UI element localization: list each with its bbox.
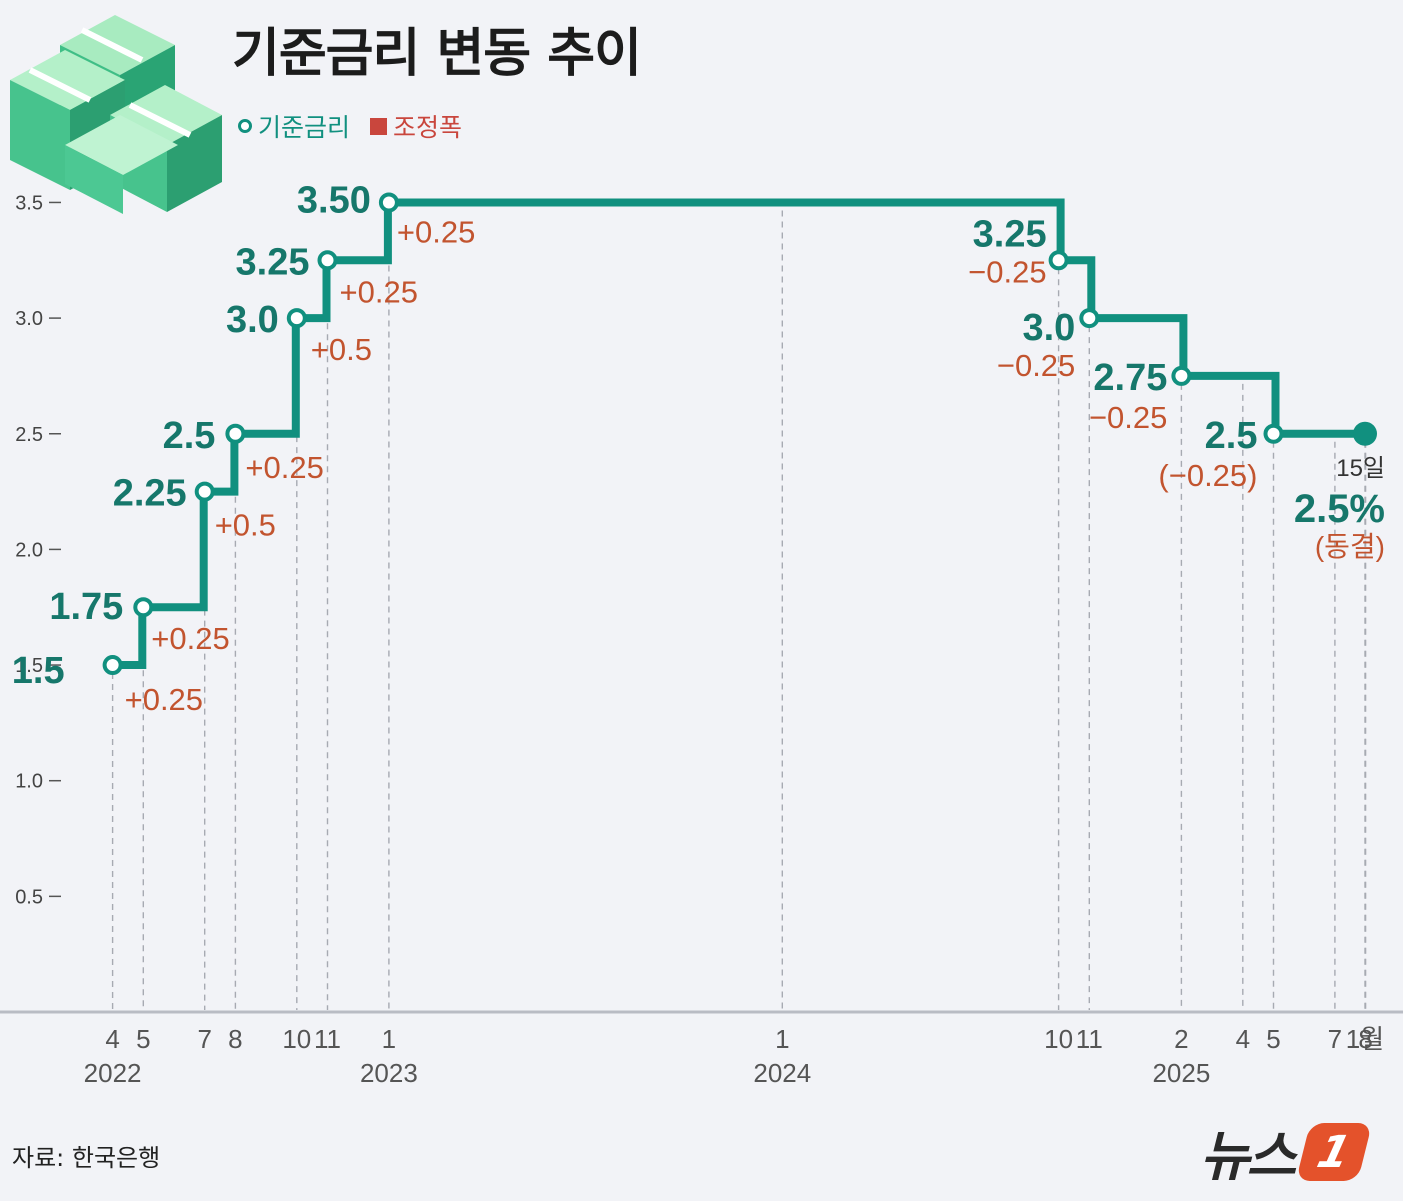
x-tick-label: 4 [105, 1024, 119, 1054]
rate-point-marker [102, 655, 123, 676]
rate-adjust-label: +0.25 [340, 274, 418, 309]
legend-rate-marker [238, 119, 252, 133]
latest-point-marker [1353, 421, 1377, 446]
rate-point-marker [317, 250, 338, 271]
rate-value-label: 3.0 [1022, 307, 1075, 349]
rate-adjust-label: +0.25 [397, 214, 475, 249]
x-tick-label: 1 [775, 1024, 789, 1054]
y-tick-label: 2.5 [15, 424, 43, 446]
y-tick-label: 3.0 [15, 308, 43, 330]
rate-point-marker [194, 481, 215, 502]
x-tick-label: 1월 [1346, 1024, 1384, 1054]
x-tick-label: 2 [1174, 1024, 1188, 1054]
rate-adjust-label: −0.25 [997, 348, 1075, 383]
money-stack-icon [10, 15, 222, 214]
rate-point-marker [225, 423, 246, 444]
y-tick-label: 3.5 [15, 192, 43, 214]
legend-adjust-label: 조정폭 [393, 113, 463, 142]
rate-value-label: 3.25 [236, 241, 310, 283]
rate-point-marker [1079, 308, 1100, 329]
rate-value-label: 3.50 [297, 179, 371, 221]
y-tick-label: 0.5 [15, 886, 43, 908]
x-year-label: 2022 [84, 1058, 142, 1088]
x-tick-label: 10 [282, 1024, 311, 1054]
legend-adjust-marker [370, 117, 388, 135]
rate-value-label: 2.5 [163, 415, 216, 457]
x-tick-label: 5 [1266, 1024, 1280, 1054]
x-year-label: 2025 [1152, 1058, 1210, 1088]
x-year-label: 2024 [753, 1058, 811, 1088]
final-day-label: 15일 [1336, 455, 1385, 482]
rate-value-label: 2.75 [1093, 357, 1167, 399]
rate-point-marker [286, 308, 307, 329]
rate-value-label: 3.0 [226, 299, 279, 341]
logo-text: 뉴스 [1200, 1125, 1296, 1188]
rate-point-marker [1263, 423, 1284, 444]
rate-point-marker [1048, 250, 1069, 271]
rate-adjust-label: +0.25 [125, 682, 203, 717]
rate-value-label: 1.75 [49, 586, 123, 628]
rate-point-marker [133, 597, 154, 618]
rate-value-label: 3.25 [973, 213, 1047, 255]
rate-adjust-label: −0.25 [968, 254, 1046, 289]
x-tick-label: 11 [314, 1024, 341, 1054]
rate-adjust-label: +0.5 [215, 508, 276, 543]
chart-title: 기준금리 변동 추이 [232, 24, 642, 84]
rate-adjust-label: +0.25 [151, 621, 229, 656]
rate-adjust-label: +0.25 [245, 450, 323, 485]
x-tick-label: 8 [1358, 1024, 1372, 1054]
y-tick-label: 1.0 [15, 771, 43, 793]
rate-point-marker [1171, 365, 1192, 386]
x-tick-label: 8 [228, 1024, 242, 1054]
logo-badge: 1 [1296, 1122, 1373, 1181]
rate-value-label: 1.5 [12, 650, 65, 692]
rate-point-marker [378, 192, 399, 213]
news1-logo: 뉴스 1 [1200, 1112, 1373, 1191]
source-note: 자료: 한국은행 [12, 1144, 161, 1172]
rate-adjust-label: +0.5 [311, 332, 372, 367]
legend-rate-label: 기준금리 [258, 113, 351, 142]
x-tick-label: 7 [1328, 1024, 1342, 1054]
y-tick-label: 2.0 [15, 539, 43, 561]
rate-value-label: 2.25 [113, 473, 187, 515]
final-rate-label: 2.5% [1294, 487, 1385, 531]
x-tick-label: 5 [136, 1024, 150, 1054]
legend: 기준금리 조정폭 [238, 108, 462, 144]
rate-value-label: 2.5 [1205, 415, 1258, 457]
rate-adjust-label: (−0.25) [1158, 458, 1257, 493]
x-tick-label: 1 [382, 1024, 396, 1054]
x-tick-label: 7 [197, 1024, 211, 1054]
x-tick-label: 11 [1076, 1024, 1103, 1054]
final-note-label: (동결) [1315, 531, 1385, 562]
y-tick-label: 1.5 [15, 655, 43, 677]
x-tick-label: 4 [1236, 1024, 1250, 1054]
rate-adjust-label: −0.25 [1089, 400, 1167, 435]
x-year-label: 2023 [360, 1058, 418, 1088]
x-tick-label: 10 [1044, 1024, 1073, 1054]
